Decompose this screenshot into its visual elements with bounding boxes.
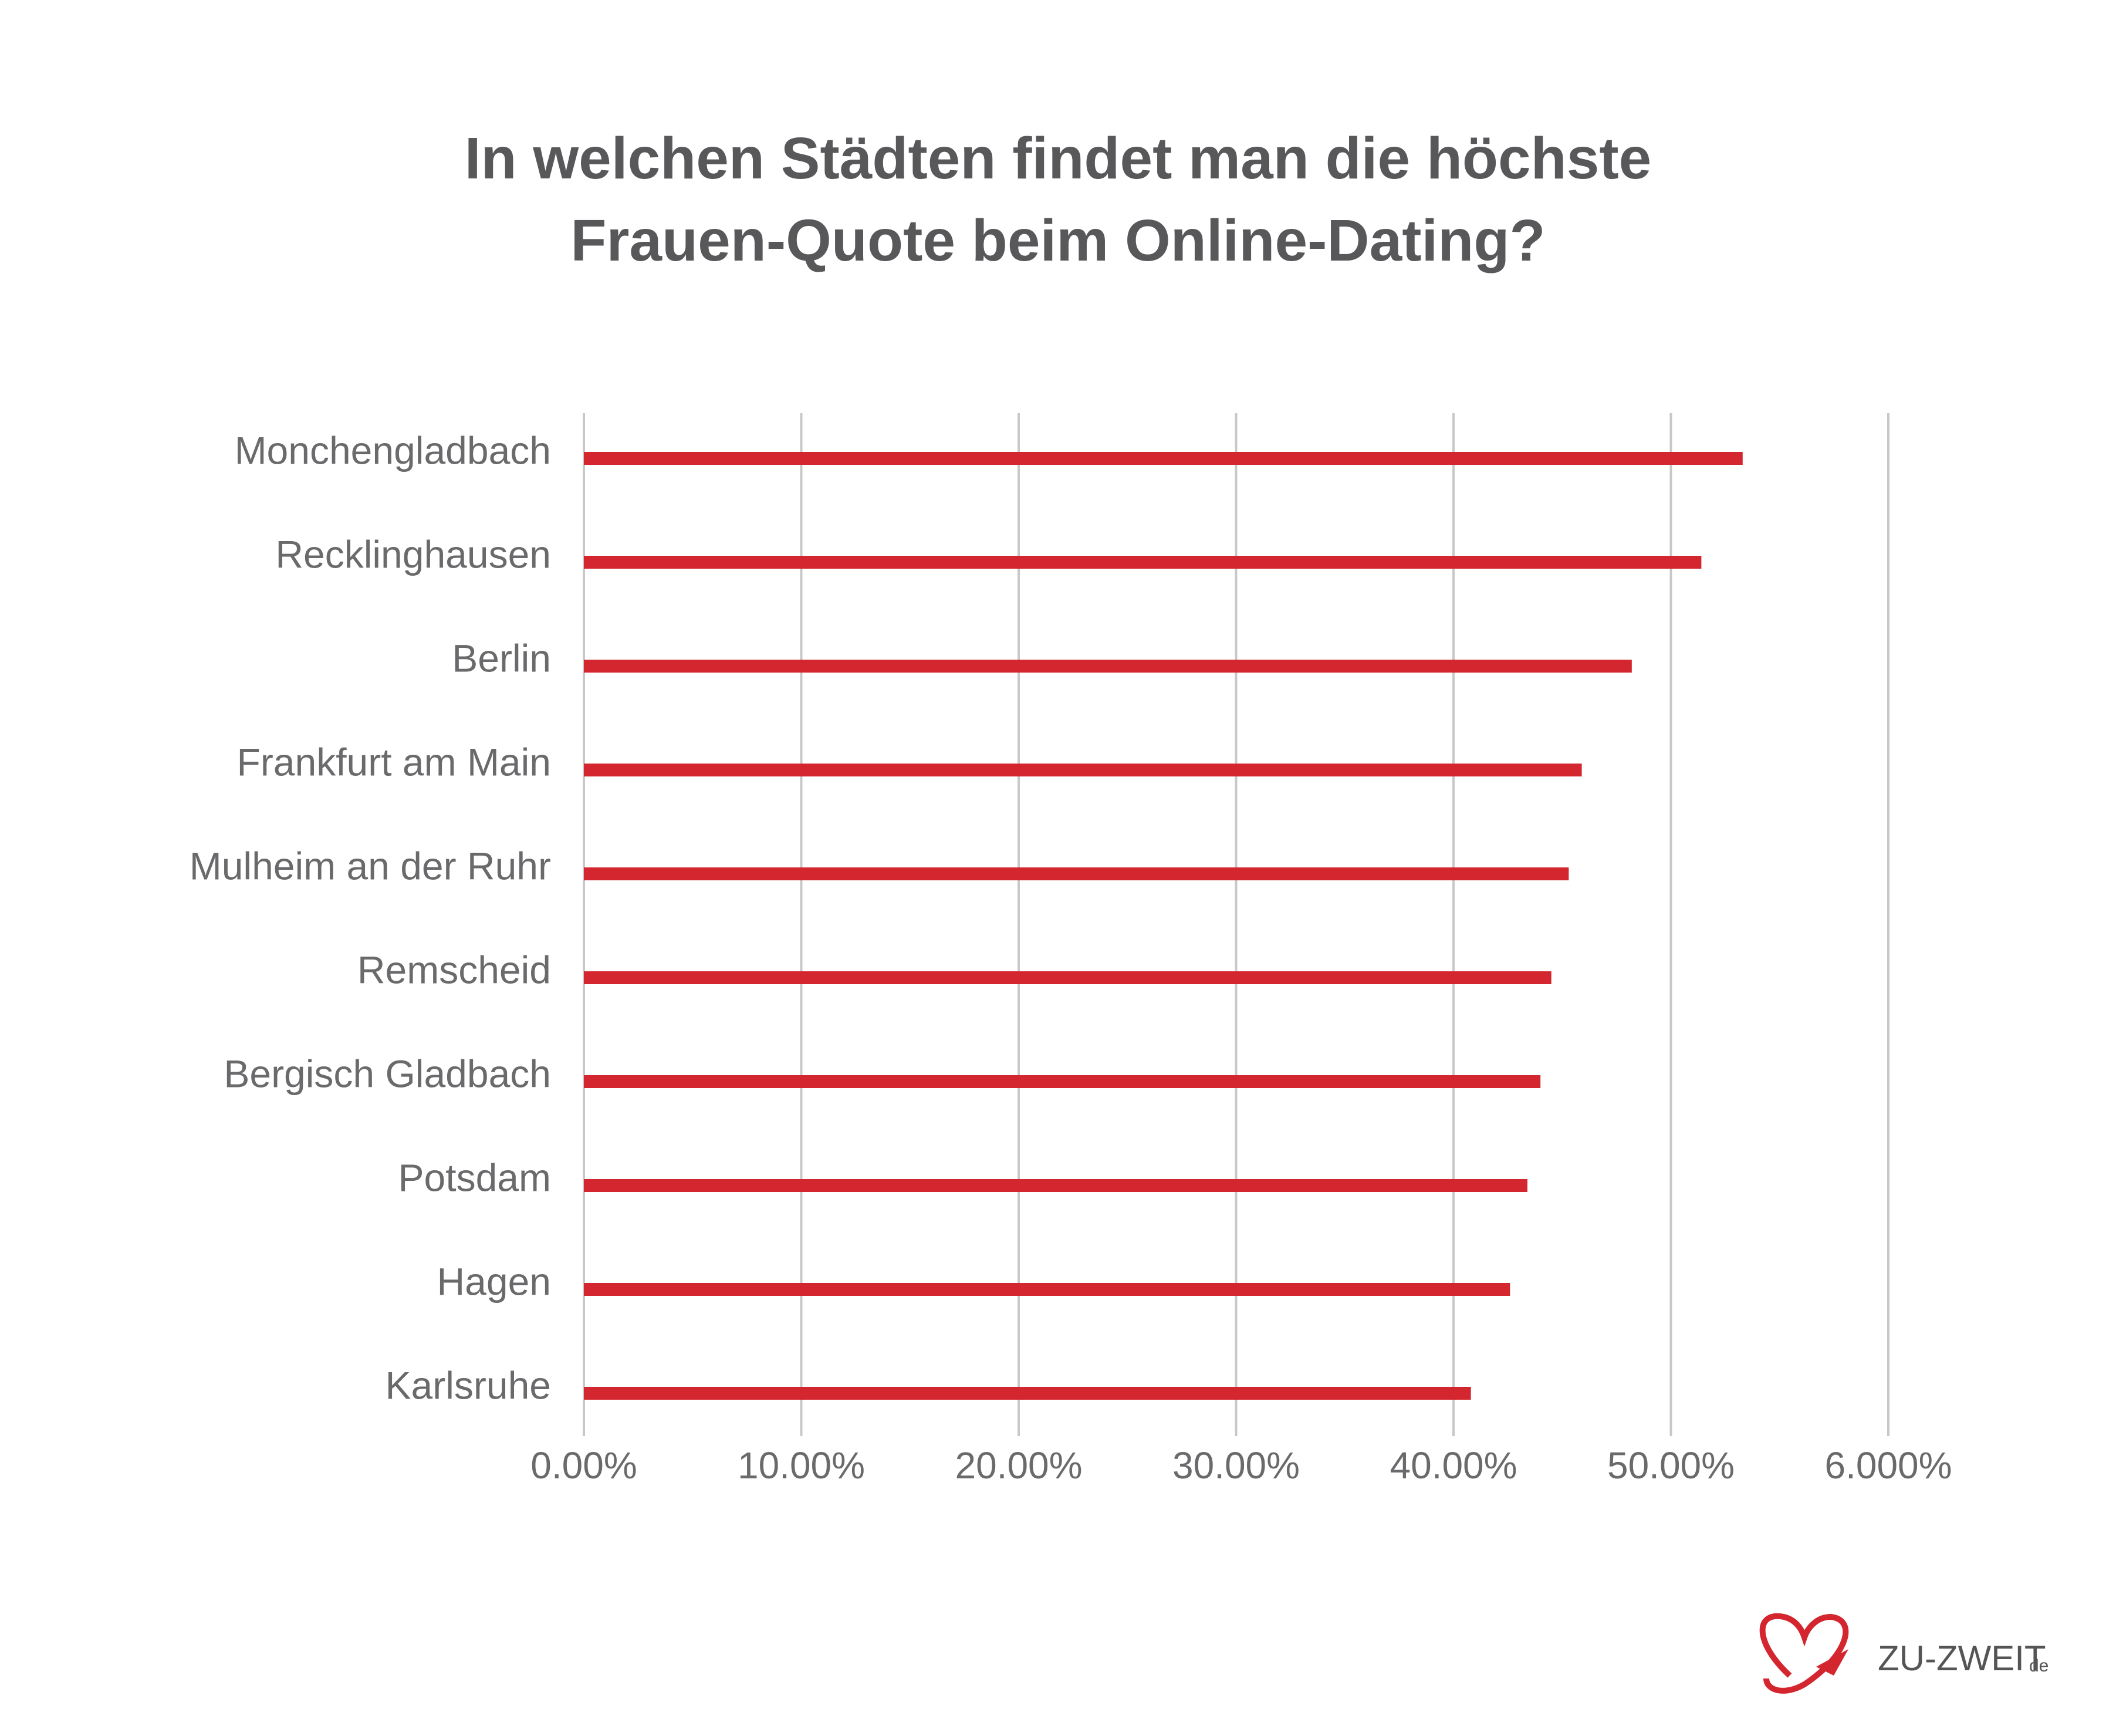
logo-plane xyxy=(1816,1649,1848,1676)
bar xyxy=(584,1179,1527,1192)
logo-suffix: de xyxy=(2029,1656,2049,1676)
y-tick-label: Mulheim an der Ruhr xyxy=(190,844,551,887)
bar xyxy=(584,1387,1471,1400)
logo-text: ZU-ZWEIT xyxy=(1878,1639,2046,1678)
y-tick-label: Frankfurt am Main xyxy=(237,740,551,783)
x-tick-label: 6.000% xyxy=(1824,1444,1952,1487)
bar xyxy=(584,867,1569,880)
bar xyxy=(584,1075,1541,1088)
logo: ZU-ZWEIT de xyxy=(1759,1613,2049,1694)
y-tick-label: Karlsruhe xyxy=(386,1363,551,1407)
x-tick-label: 40.00% xyxy=(1390,1444,1517,1487)
x-tick-label: 0.00% xyxy=(530,1444,637,1487)
bar xyxy=(584,764,1582,776)
bar xyxy=(584,556,1702,569)
y-tick-label: Berlin xyxy=(452,636,551,680)
y-tick-label: Potsdam xyxy=(398,1156,551,1199)
y-tick-label: Recklinghausen xyxy=(275,532,551,576)
bar xyxy=(584,452,1743,465)
y-tick-label: Monchengladbach xyxy=(235,428,551,472)
y-tick-label: Bergisch Gladbach xyxy=(224,1052,551,1095)
bar xyxy=(584,971,1551,984)
logo-heart xyxy=(1759,1613,1849,1694)
bar xyxy=(584,1283,1510,1296)
x-tick-label: 50.00% xyxy=(1607,1444,1735,1487)
chart-title: In welchen Städten findet man die höchst… xyxy=(464,126,1652,273)
x-tick-label: 10.00% xyxy=(738,1444,865,1487)
bar xyxy=(584,660,1632,673)
x-tick-label: 30.00% xyxy=(1172,1444,1300,1487)
y-tick-label: Hagen xyxy=(437,1259,552,1303)
y-tick-label: Remscheid xyxy=(357,948,551,991)
x-tick-label: 20.00% xyxy=(955,1444,1082,1487)
